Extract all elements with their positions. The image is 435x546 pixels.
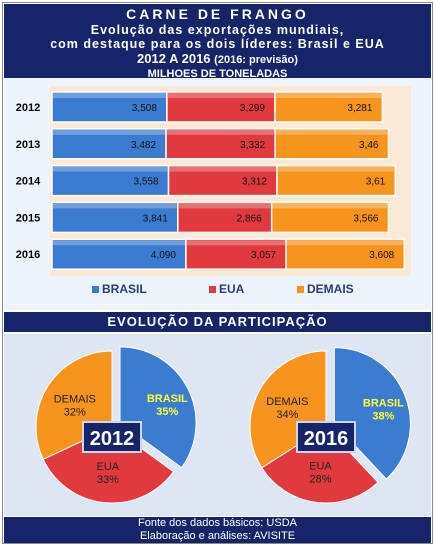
bar-value-label: 3,508 [132,103,157,114]
bar-value-label: 4,090 [151,250,176,261]
pie-slice-brasil [119,346,197,469]
pie-year-label: 2012 [90,428,135,450]
bar-segment-highlight [167,93,274,98]
bar-segment-highlight [53,203,177,209]
bar-value-label: 3,46 [359,140,379,151]
chart-subtitle-line2: com destaque para os dois líderes: Brasi… [50,37,385,51]
pie-section-title: EVOLUÇÃO DA PARTICIPAÇÃO [4,312,431,332]
pie-year-label: 2016 [304,428,349,450]
period-text: 2012 A 2016 [137,51,211,66]
legend-swatch-brasil [92,286,99,293]
pie-slice-name-label: BRASIL [147,393,188,405]
bar-segment-demais [274,91,384,123]
legend-swatch-demais [297,286,304,293]
bar-segment-highlight [276,129,388,135]
pie-slice-percent-label: 35% [156,406,178,418]
footer-credits: Elaboração e análises: AVISITE [139,530,296,542]
chart-unit: MILHOES DE TONELADAS [147,68,288,80]
chart-period: 2012 A 2016 (2016: previsão) [4,51,431,68]
bar-value-label: 3,281 [347,103,372,114]
legend-label-brasil: BRASIL [102,282,147,296]
bar-segment-brasil [51,201,179,234]
bar-segment-brasil [51,128,167,160]
legend-label-demais: DEMAIS [307,282,354,296]
header-panel: CARNE DE FRANGO Evolução das exportações… [4,4,431,80]
legend-swatch-eua [209,286,216,293]
pie-year-box [296,421,356,453]
pie-slice-percent-label: 28% [309,474,331,486]
pie-slice-percent-label: 32% [64,406,86,418]
bar-segment-highlight [186,240,286,246]
bar-segment-highlight [169,166,277,172]
pie-slice-percent-label: 38% [372,410,394,422]
bar-segment-demais [270,201,390,234]
bar-segment-highlight [53,166,168,172]
pie-chart-panel: BRASIL 35% EUA 33% DEMAIS 32% 2012 BRASIL 38% EUA… [4,334,431,516]
bar-value-label: 3,608 [369,250,394,261]
bar-segment-demais [276,164,396,197]
year-tick-label: 2012 [16,102,40,114]
pie-slice-name-label: EUA [97,461,120,473]
bar-value-label: 2,866 [237,213,262,224]
bar-segment-highlight [167,129,275,135]
pie-slice-name-label: EUA [309,461,332,473]
bar-segment-highlight [178,203,271,209]
bar-segment-highlight [272,203,388,209]
bar-segment-demais [285,238,406,270]
bar-segment-highlight [275,93,382,98]
footer-source: Fonte dos dados básicos: USDA [138,517,297,529]
chart-subtitle-line1: Evolução das exportações mundiais, [90,23,345,37]
bar-chart-panel: 2012 3,508 3,299 3,281 2013 3,482 3,332 3,46 201… [4,78,431,310]
bar-segment-eua [165,128,276,160]
bar-segment-highlight [278,166,395,172]
bar-value-label: 3,312 [242,177,267,188]
stacked-bar-chart: 2012 3,508 3,299 3,281 2013 3,482 3,332 3,46 201… [16,86,411,296]
year-tick-label: 2014 [16,176,41,188]
bar-segment-highlight [53,240,185,246]
footer-panel: Fonte dos dados básicos: USDA Elaboração… [4,517,431,543]
pie-slice-name-label: DEMAIS [54,393,96,405]
bar-segment-highlight [53,93,166,98]
bar-value-label: 3,566 [353,213,378,224]
pie-slice-percent-label: 33% [97,474,119,486]
year-tick-label: 2013 [16,139,40,151]
bar-value-label: 3,332 [240,140,265,151]
bar-segment-highlight [287,240,404,246]
period-note: (2016: previsão) [214,54,298,66]
bar-segment-highlight [53,129,166,135]
bar-segment-demais [274,128,390,160]
pie-slice-brasil [333,347,411,480]
bar-value-label: 3,558 [134,177,159,188]
bar-value-label: 3,482 [131,140,156,151]
pie-slice-name-label: BRASIL [363,397,404,409]
bar-value-label: 3,841 [143,213,168,224]
pie-charts: BRASIL35%EUA33%DEMAIS32%2012BRASIL38%EUA… [35,346,411,504]
year-tick-label: 2015 [16,212,40,224]
year-tick-label: 2016 [16,249,40,261]
bar-value-label: 3,057 [251,250,276,261]
pie-slice-eua [261,426,379,504]
pie-slice-eua [42,426,175,504]
pie-slice-percent-label: 34% [276,409,298,421]
bar-value-label: 3,61 [366,177,386,188]
chart-title: CARNE DE FRANGO [126,6,309,22]
pie-year-box [82,421,142,453]
bar-segment-eua [166,91,276,123]
bar-segment-brasil [51,238,187,270]
bar-segment-brasil [51,164,170,197]
legend-label-eua: EUA [219,282,245,296]
pie-slice-name-label: DEMAIS [266,396,308,408]
bar-value-label: 3,299 [240,103,265,114]
bar-segment-eua [177,201,273,234]
